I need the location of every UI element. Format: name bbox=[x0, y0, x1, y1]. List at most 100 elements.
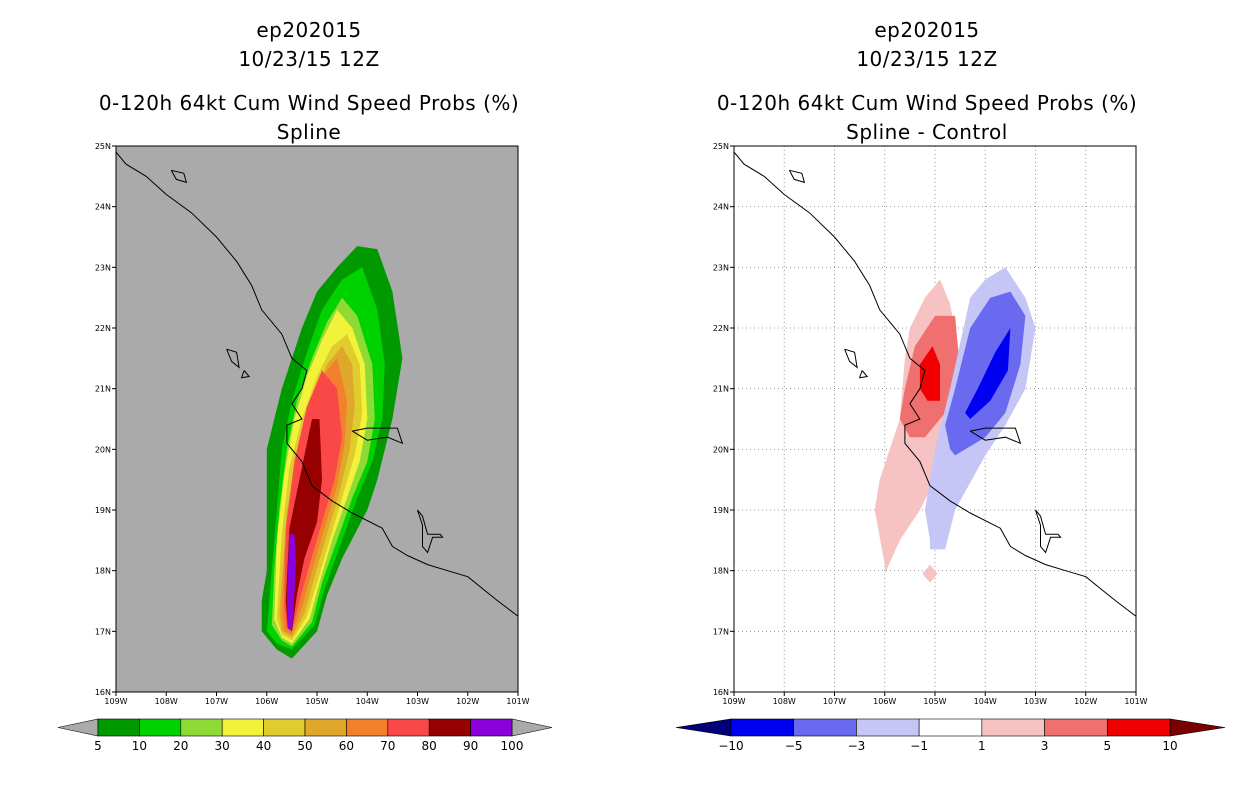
right-datetime: 10/23/15 12Z bbox=[856, 47, 998, 71]
colorbar-box bbox=[387, 718, 430, 737]
island-outline bbox=[417, 509, 444, 554]
colorbar-box bbox=[1106, 718, 1171, 737]
x-tick-label: 105W bbox=[923, 697, 946, 706]
colorbar-label: 40 bbox=[256, 739, 271, 753]
x-tick-label: 109W bbox=[722, 697, 745, 706]
colorbar-label: 10 bbox=[1162, 739, 1177, 753]
colorbar-label: 50 bbox=[297, 739, 312, 753]
x-tick-label: 102W bbox=[456, 697, 479, 706]
colorbar-box bbox=[180, 718, 223, 737]
colorbar-label: 30 bbox=[215, 739, 230, 753]
left-datetime: 10/23/15 12Z bbox=[238, 47, 380, 71]
y-tick-label: 18N bbox=[95, 567, 111, 576]
contour-fills bbox=[261, 246, 403, 659]
right-storm-id: ep202015 bbox=[874, 18, 980, 42]
x-tick-label: 103W bbox=[1024, 697, 1047, 706]
left-subtitle: Spline bbox=[276, 120, 342, 144]
contour-level-neg5 bbox=[965, 328, 1011, 419]
y-tick-label: 21N bbox=[95, 385, 111, 394]
y-tick-label: 20N bbox=[713, 445, 729, 454]
island-outline bbox=[351, 427, 404, 445]
colorbar-box bbox=[793, 718, 857, 737]
contour-level-5 bbox=[919, 346, 940, 401]
colorbar-box bbox=[263, 718, 306, 737]
axis-ticks bbox=[112, 145, 519, 696]
colorbar-box bbox=[730, 718, 795, 737]
colorbar-box bbox=[304, 718, 347, 737]
y-tick-label: 16N bbox=[95, 688, 111, 697]
left-storm-id: ep202015 bbox=[256, 18, 362, 42]
x-tick-label: 107W bbox=[205, 697, 228, 706]
colorbar-label: 90 bbox=[463, 739, 478, 753]
x-tick-label: 109W bbox=[104, 697, 127, 706]
right-title: 0-120h 64kt Cum Wind Speed Probs (%) bbox=[716, 91, 1138, 115]
left-map: 109W 108W 107W 106W 105W 104W 103W 102W 101W 16N 1… bbox=[95, 142, 530, 706]
x-tick-label: 101W bbox=[1124, 697, 1147, 706]
x-tick-label: 101W bbox=[506, 697, 529, 706]
island-outline bbox=[170, 169, 188, 184]
y-tick-label: 24N bbox=[95, 203, 111, 212]
y-tick-label: 25N bbox=[713, 142, 729, 151]
island-outline bbox=[240, 370, 251, 379]
contour-level-1 bbox=[922, 564, 938, 583]
y-tick-label: 24N bbox=[713, 203, 729, 212]
y-tick-label: 19N bbox=[95, 506, 111, 515]
x-tick-label: 106W bbox=[255, 697, 278, 706]
colorbar-label: −3 bbox=[848, 739, 866, 753]
coastline-group bbox=[734, 151, 1136, 617]
colorbar-label: −1 bbox=[910, 739, 928, 753]
left-chart-panel: ep202015 10/23/15 12Z 0-120h 64kt Cum Wi… bbox=[57, 18, 553, 753]
axis-ticks bbox=[730, 145, 1137, 696]
island-outline bbox=[1035, 509, 1062, 554]
colorbar-label: 5 bbox=[94, 739, 102, 753]
colorbar-box bbox=[470, 718, 513, 737]
coastline bbox=[116, 151, 518, 617]
x-tick-label: 106W bbox=[873, 697, 896, 706]
colorbar-min-arrow bbox=[675, 718, 732, 737]
y-tick-label: 21N bbox=[713, 385, 729, 394]
x-tick-label: 107W bbox=[823, 697, 846, 706]
colorbar-box bbox=[1044, 718, 1108, 737]
x-tick-label: 108W bbox=[155, 697, 178, 706]
colorbar-label: 20 bbox=[173, 739, 188, 753]
colorbar-label: 70 bbox=[380, 739, 395, 753]
colorbar-box bbox=[428, 718, 471, 737]
island-outline bbox=[844, 348, 858, 369]
island-outline bbox=[969, 427, 1022, 445]
y-tick-label: 16N bbox=[713, 688, 729, 697]
right-subtitle: Spline - Control bbox=[846, 120, 1008, 144]
y-tick-label: 18N bbox=[713, 567, 729, 576]
right-colorbar: −10 −5 −3 −1 1 3 5 10 bbox=[675, 718, 1226, 753]
left-title: 0-120h 64kt Cum Wind Speed Probs (%) bbox=[98, 91, 520, 115]
colorbar-label: 10 bbox=[132, 739, 147, 753]
colorbar-box bbox=[918, 718, 983, 737]
colorbar-label: 5 bbox=[1103, 739, 1111, 753]
colorbar-max-arrow bbox=[1169, 718, 1226, 737]
island-outline bbox=[226, 348, 240, 369]
y-tick-label: 20N bbox=[95, 445, 111, 454]
island-outline bbox=[788, 169, 806, 184]
x-tick-label: 105W bbox=[305, 697, 328, 706]
colorbar-box bbox=[346, 718, 389, 737]
colorbar-label: 3 bbox=[1041, 739, 1049, 753]
colorbar-label: 1 bbox=[978, 739, 986, 753]
colorbar-label: 100 bbox=[501, 739, 524, 753]
colorbar-box bbox=[221, 718, 264, 737]
island-outline bbox=[858, 370, 869, 379]
y-tick-label: 25N bbox=[95, 142, 111, 151]
coastline-group bbox=[116, 151, 518, 617]
right-map: 109W 108W 107W 106W 105W 104W 103W 102W 101W 16N 1… bbox=[713, 142, 1148, 706]
x-tick-label: 104W bbox=[356, 697, 379, 706]
colorbar-min-arrow bbox=[57, 718, 99, 737]
x-tick-label: 108W bbox=[773, 697, 796, 706]
y-tick-label: 17N bbox=[95, 627, 111, 636]
y-tick-label: 22N bbox=[713, 324, 729, 333]
colorbar-label: −10 bbox=[718, 739, 743, 753]
y-tick-label: 22N bbox=[95, 324, 111, 333]
right-chart-panel: ep202015 10/23/15 12Z 0-120h 64kt Cum Wi… bbox=[618, 0, 1236, 800]
x-tick-label: 103W bbox=[406, 697, 429, 706]
colorbar-box bbox=[97, 718, 140, 737]
colorbar-box bbox=[856, 718, 920, 737]
colorbar-max-arrow bbox=[511, 718, 553, 737]
y-tick-label: 23N bbox=[713, 263, 729, 272]
